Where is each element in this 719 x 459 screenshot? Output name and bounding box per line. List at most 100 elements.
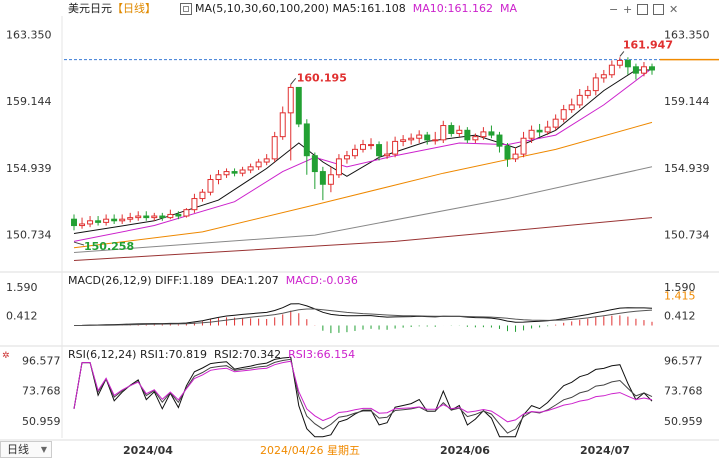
candle-body — [384, 153, 391, 157]
candle-body — [135, 215, 142, 219]
chevron-down-icon: ▼ — [40, 445, 47, 454]
candle-body — [215, 174, 222, 181]
candle-body — [151, 215, 158, 219]
price-tick-left: 150.734 — [6, 229, 52, 242]
macd-tick-left: 0.412 — [6, 310, 38, 323]
period-tab[interactable]: 日线 ▼ — [0, 441, 52, 458]
low-pointer — [73, 241, 85, 246]
candle-body — [608, 64, 615, 76]
maximize-icon[interactable] — [653, 4, 664, 15]
candle-body — [199, 191, 206, 200]
candle-body — [71, 218, 78, 227]
macd-tick-left: 1.590 — [6, 281, 38, 294]
candle-body — [119, 218, 126, 222]
candle-body — [576, 94, 583, 106]
candle-body — [327, 174, 334, 185]
rsi-tick-left: 96.577 — [22, 355, 61, 368]
candle-body — [472, 136, 479, 141]
candle-body — [311, 155, 318, 173]
candle-body — [111, 218, 118, 222]
candle-body — [424, 134, 431, 141]
high-annotation: 160.195 — [297, 71, 347, 84]
candle-body — [560, 109, 567, 120]
candle-body — [640, 66, 647, 74]
candle-body — [400, 139, 407, 142]
rsi-header: RSI(6,12,24) RSI1:70.819 RSI2:70.342 RSI… — [68, 348, 356, 361]
candle-body — [351, 148, 358, 157]
candle-body — [79, 223, 86, 227]
candle-body — [440, 125, 447, 141]
candle-body — [263, 158, 270, 163]
candle-body — [624, 59, 631, 68]
macd-diff-line — [73, 303, 653, 326]
macd-tick-right: 1.590 — [664, 281, 696, 294]
candle-body — [143, 215, 150, 219]
candle-body — [271, 136, 278, 160]
toolbar-icons: − + ✕ — [609, 3, 717, 16]
candle-body — [303, 123, 310, 157]
macd-current-value: 1.415 — [664, 289, 696, 302]
candle-body — [223, 171, 230, 176]
price-tick-right: 159.144 — [664, 95, 710, 108]
last-high-pointer — [619, 51, 625, 57]
plus-icon[interactable]: + — [623, 3, 633, 16]
ma-header[interactable]: MA(5,10,30,60,100,200) MA5:161.108 MA10:… — [195, 2, 518, 15]
candle-body — [127, 217, 134, 220]
candle-body — [231, 171, 238, 174]
rsi-tick-right: 96.577 — [664, 355, 703, 368]
candle-body — [616, 59, 623, 66]
last-high-annotation: 161.947 — [623, 38, 673, 51]
close-icon[interactable]: ✕ — [669, 3, 679, 16]
date-label: 2024/04 — [123, 444, 173, 457]
candle-body — [456, 129, 463, 134]
window-icon[interactable] — [637, 4, 648, 15]
symbol-title: 美元日元【日线】 — [68, 2, 156, 15]
candle-body — [520, 137, 527, 155]
ma-line-ma30 — [73, 121, 653, 249]
rsi-tick-right: 50.959 — [664, 415, 703, 428]
rsi-tick-left: 50.959 — [22, 415, 61, 428]
candle-body — [592, 77, 599, 92]
candle-body — [376, 144, 383, 157]
price-tick-left: 163.350 — [6, 28, 52, 41]
date-label: 2024/06 — [440, 444, 490, 457]
candle-body — [239, 169, 246, 174]
minus-icon[interactable]: − — [609, 3, 619, 16]
candle-body — [536, 129, 543, 133]
high-pointer — [290, 77, 297, 85]
candle-body — [279, 112, 286, 138]
candle-body — [632, 66, 639, 74]
date-label: 2024/07 — [580, 444, 630, 457]
candle-body — [528, 129, 535, 139]
candle-body — [408, 137, 415, 141]
candle-body — [343, 155, 350, 160]
candle-body — [416, 134, 423, 139]
settings-dot-icon[interactable]: ✲ — [2, 351, 10, 361]
candle-body — [480, 131, 487, 138]
candle-body — [87, 220, 94, 225]
candle-body — [552, 118, 559, 128]
candle-body — [295, 86, 302, 125]
period-label: 【日线】 — [112, 2, 156, 15]
low-annotation: 150.258 — [84, 240, 134, 253]
rsi-tick-left: 73.768 — [22, 385, 61, 398]
rsi-tick-right: 73.768 — [664, 385, 703, 398]
candle-body — [175, 213, 182, 217]
candle-body — [464, 129, 471, 141]
candle-body — [335, 158, 342, 176]
candle-body — [167, 213, 174, 219]
macd-tick-right: 0.412 — [664, 310, 696, 323]
candle-body — [207, 179, 214, 193]
price-tick-left: 159.144 — [6, 95, 52, 108]
candle-body — [488, 131, 495, 136]
price-tick-right: 163.350 — [664, 28, 710, 41]
candle-body — [648, 66, 655, 71]
candle-body — [255, 161, 262, 168]
candle-body — [103, 218, 110, 223]
candle-body — [432, 139, 439, 142]
candle-body — [568, 104, 575, 111]
ma-settings-icon[interactable] — [180, 3, 192, 15]
candle-body — [512, 153, 519, 160]
candle-body — [448, 125, 455, 134]
